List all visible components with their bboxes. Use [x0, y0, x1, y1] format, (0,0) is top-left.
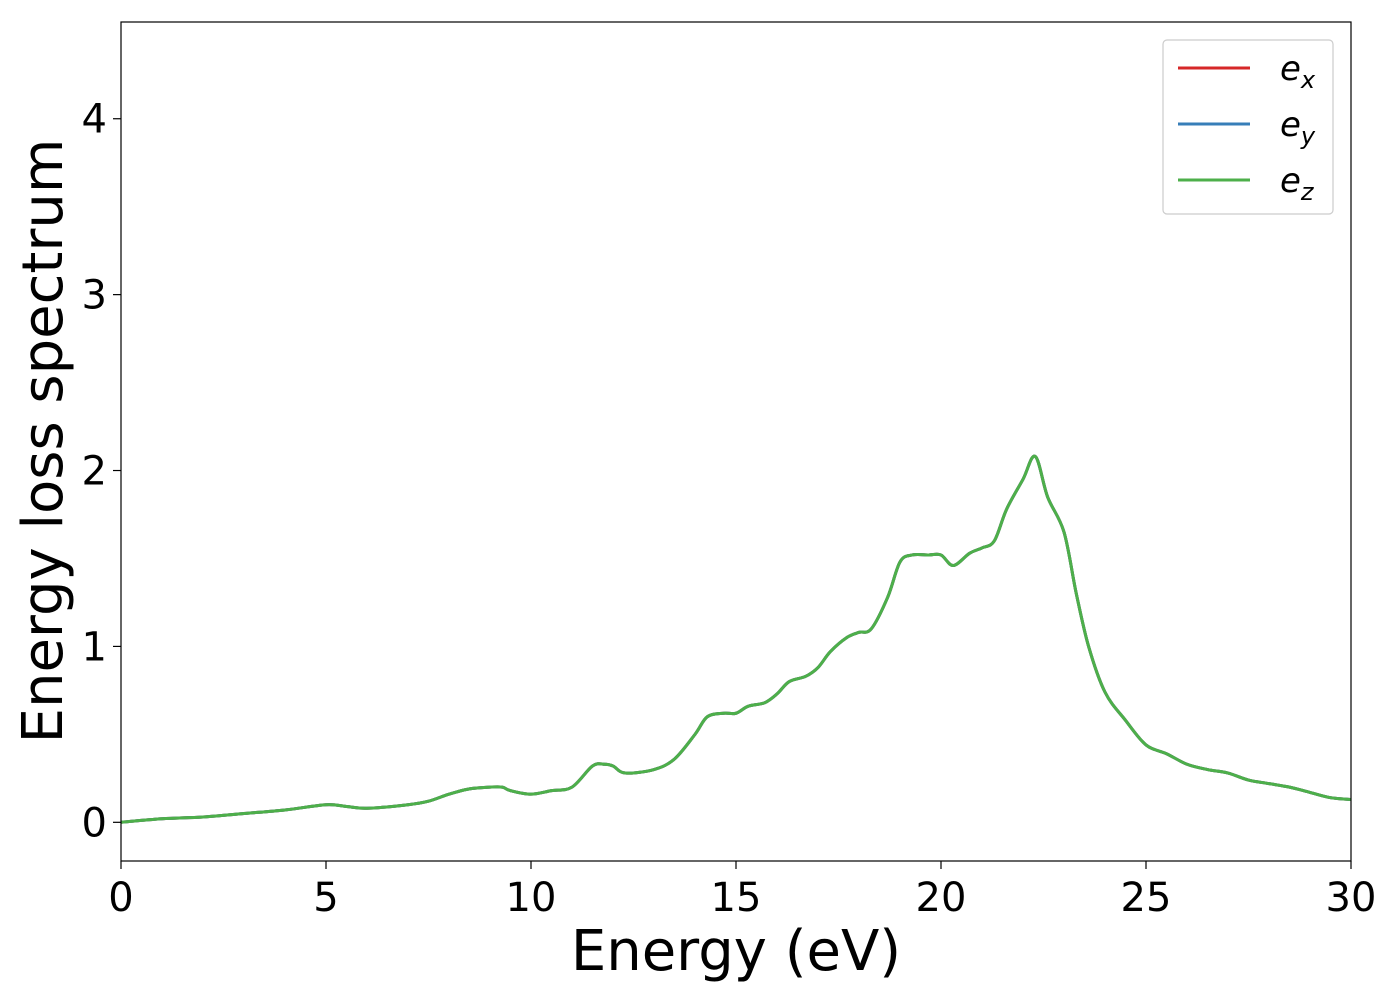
legend-label-ey: ey	[1280, 105, 1316, 150]
y-tick-label: 1	[82, 624, 107, 670]
y-tick-label: 4	[82, 97, 107, 143]
y-axis-title: Energy loss spectrum	[11, 139, 76, 744]
x-tick-label: 25	[1121, 875, 1172, 921]
x-tick-label: 10	[506, 875, 557, 921]
y-tick-label: 3	[82, 273, 107, 319]
x-axis: 0 5 10 15 20 25 30	[108, 861, 1376, 921]
x-tick-label: 5	[313, 875, 338, 921]
legend-box	[1162, 39, 1334, 215]
x-tick-label: 0	[108, 875, 133, 921]
plot-background	[121, 22, 1351, 861]
y-tick-label: 0	[82, 800, 107, 846]
y-tick-label: 2	[82, 449, 107, 495]
legend-label-ex: ex	[1280, 49, 1316, 94]
legend-label-ez: ez	[1280, 161, 1315, 206]
legend: ex ey ez	[1162, 39, 1334, 215]
x-axis-title: Energy (eV)	[571, 919, 901, 984]
x-tick-label: 15	[711, 875, 762, 921]
series-line-ez	[120, 454, 1352, 824]
series-lines	[120, 454, 1352, 824]
x-tick-label: 30	[1326, 875, 1377, 921]
x-tick-label: 20	[916, 875, 967, 921]
y-axis: 0 1 2 3 4	[82, 97, 121, 846]
